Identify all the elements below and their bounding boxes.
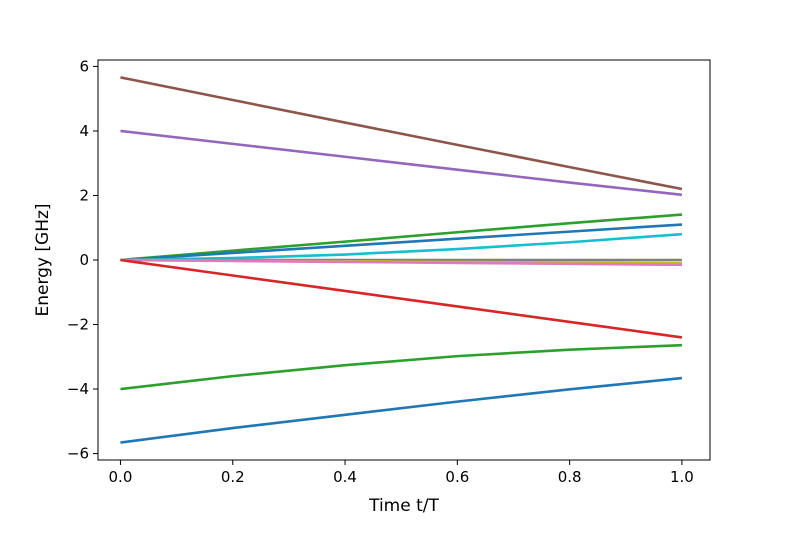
y-tick-label: −4	[67, 380, 89, 398]
y-tick-label: 6	[79, 57, 89, 75]
y-tick-label: 0	[79, 251, 89, 269]
x-tick-label: 0.0	[109, 468, 133, 486]
series-line-2	[120, 129, 683, 197]
series-line-10	[120, 343, 682, 391]
series-line-5	[120, 232, 683, 262]
x-tick-label: 0.8	[558, 468, 582, 486]
x-tick-label: 0.6	[445, 468, 469, 486]
x-axis-ticks: 0.0 0.2 0.4 0.6 0.8 1.0	[109, 460, 694, 486]
y-axis-ticks: −6 −4 −2 0 2 4 6	[67, 57, 98, 463]
series-line-11	[120, 376, 683, 444]
y-tick-label: −2	[67, 316, 89, 334]
series-line-3	[120, 213, 683, 262]
series-line-1	[120, 76, 683, 191]
series-line-4	[120, 223, 683, 262]
y-tick-label: 2	[79, 186, 89, 204]
x-tick-label: 1.0	[670, 468, 694, 486]
x-tick-label: 0.2	[221, 468, 245, 486]
y-axis-label: Energy [GHz]	[33, 203, 53, 316]
series-line-9	[120, 258, 683, 339]
x-tick-label: 0.4	[333, 468, 357, 486]
series-layer	[120, 76, 683, 444]
y-tick-label: 4	[79, 122, 89, 140]
x-axis-label: Time t/T	[368, 496, 439, 516]
series-line-8	[120, 258, 682, 267]
y-tick-label: −6	[67, 445, 89, 463]
